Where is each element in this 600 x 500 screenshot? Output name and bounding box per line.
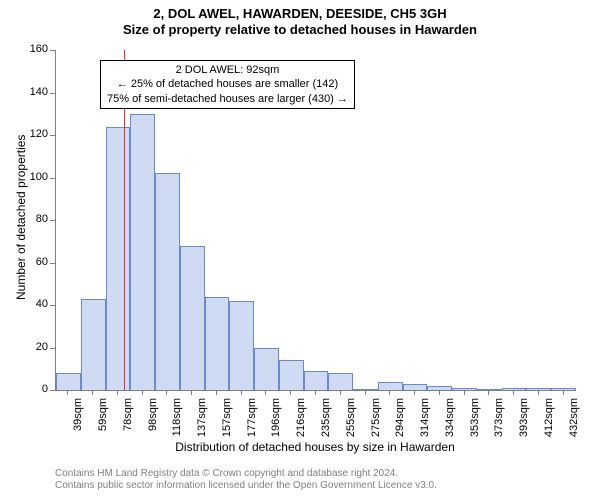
y-tick-label: 160 [23,43,48,55]
x-tick [340,390,341,395]
x-tick [488,390,489,395]
y-tick-label: 60 [23,256,48,268]
x-tick-label: 353sqm [469,398,481,443]
x-tick [241,390,242,395]
histogram-bar [106,127,131,391]
info-line-3: 75% of semi-detached houses are larger (… [107,92,348,106]
histogram-bar [551,388,576,390]
x-tick [92,390,93,395]
y-tick [50,178,55,179]
y-tick [50,220,55,221]
x-tick-label: 432sqm [568,398,580,443]
x-tick [464,390,465,395]
histogram-bar [229,301,254,390]
histogram-bar [205,297,230,391]
x-tick [439,390,440,395]
x-tick-label: 334sqm [444,398,456,443]
histogram-bar [427,386,452,390]
x-tick [365,390,366,395]
x-tick-label: 98sqm [147,398,159,443]
x-tick-label: 157sqm [221,398,233,443]
y-tick [50,390,55,391]
y-tick-label: 20 [23,341,48,353]
y-tick-label: 140 [23,86,48,98]
chart-container: 2, DOL AWEL, HAWARDEN, DEESIDE, CH5 3GH … [0,0,600,500]
y-tick-label: 80 [23,213,48,225]
y-tick [50,263,55,264]
x-tick [290,390,291,395]
x-tick [67,390,68,395]
x-tick-label: 196sqm [270,398,282,443]
histogram-bar [353,389,378,390]
histogram-bar [452,388,477,390]
x-tick-label: 235sqm [320,398,332,443]
x-tick [538,390,539,395]
footer-line-1: Contains HM Land Registry data © Crown c… [55,468,437,480]
histogram-bar [81,299,106,390]
x-tick-label: 137sqm [196,398,208,443]
title-line-1: 2, DOL AWEL, HAWARDEN, DEESIDE, CH5 3GH [0,6,600,22]
y-tick [50,305,55,306]
x-tick-label: 39sqm [72,398,84,443]
x-tick [389,390,390,395]
x-tick [191,390,192,395]
x-tick [166,390,167,395]
x-tick-label: 412sqm [543,398,555,443]
x-tick-label: 177sqm [246,398,258,443]
info-line-2: ← 25% of detached houses are smaller (14… [107,77,348,91]
histogram-bar [304,371,329,390]
histogram-bar [180,246,205,391]
x-tick [265,390,266,395]
x-tick-label: 216sqm [295,398,307,443]
info-line-1: 2 DOL AWEL: 92sqm [107,63,348,77]
histogram-bar [254,348,279,391]
x-tick [414,390,415,395]
x-tick-label: 275sqm [370,398,382,443]
x-tick-label: 393sqm [518,398,530,443]
histogram-bar [56,373,81,390]
histogram-bar [130,114,155,390]
histogram-bar [328,373,353,390]
y-tick-label: 100 [23,171,48,183]
title-line-2: Size of property relative to detached ho… [0,22,600,38]
x-tick-label: 314sqm [419,398,431,443]
footer-line-2: Contains public sector information licen… [55,480,437,492]
histogram-bar [526,388,551,390]
y-tick-label: 40 [23,298,48,310]
y-tick [50,50,55,51]
x-tick-label: 294sqm [394,398,406,443]
histogram-bar [378,382,403,391]
x-tick-label: 118sqm [171,398,183,443]
x-tick [117,390,118,395]
x-tick-label: 78sqm [122,398,134,443]
info-box: 2 DOL AWEL: 92sqm ← 25% of detached hous… [100,60,355,109]
x-tick [142,390,143,395]
x-tick-label: 255sqm [345,398,357,443]
y-tick [50,93,55,94]
y-tick [50,348,55,349]
histogram-bar [279,360,304,390]
x-tick-label: 59sqm [97,398,109,443]
histogram-bar [155,173,180,390]
y-tick [50,135,55,136]
x-tick-label: 373sqm [493,398,505,443]
y-tick-label: 0 [23,383,48,395]
x-tick [315,390,316,395]
x-tick [216,390,217,395]
y-tick-label: 120 [23,128,48,140]
footer-text: Contains HM Land Registry data © Crown c… [55,468,437,492]
x-tick [563,390,564,395]
x-tick [513,390,514,395]
